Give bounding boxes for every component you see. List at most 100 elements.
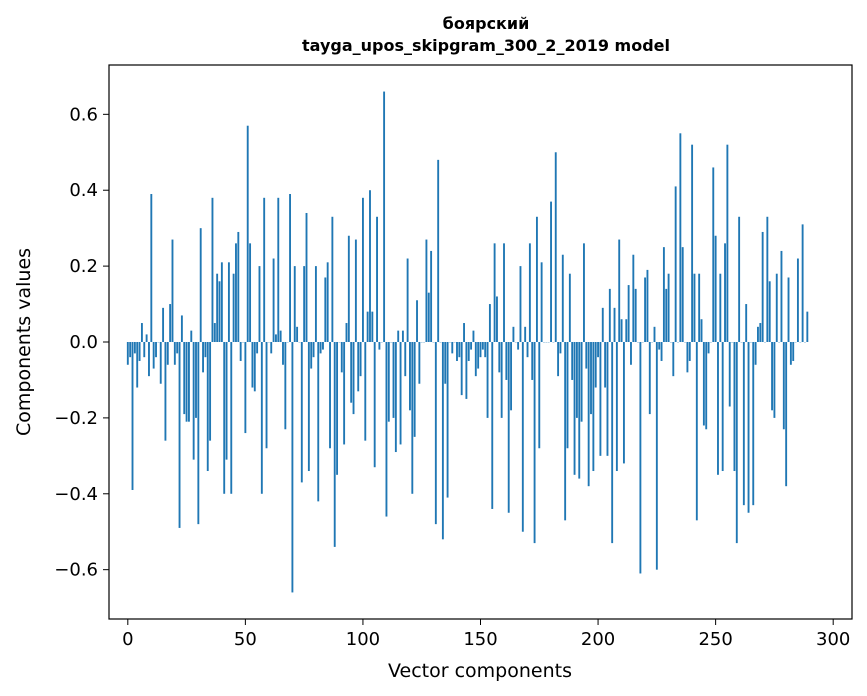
bar (211, 197, 214, 342)
bar (319, 342, 322, 354)
bar (587, 342, 590, 487)
bar (418, 342, 421, 384)
bar (166, 342, 169, 365)
bar (481, 342, 484, 350)
bar (660, 342, 663, 361)
bar (681, 247, 684, 342)
bar (474, 342, 477, 377)
bar (721, 342, 724, 472)
bar (526, 342, 529, 358)
bar (613, 307, 616, 342)
bar (336, 342, 339, 475)
bar (394, 342, 397, 453)
bar (244, 342, 247, 434)
bar (580, 342, 583, 422)
bar (714, 235, 717, 342)
bar (303, 266, 306, 342)
bar (343, 342, 346, 445)
bar (630, 342, 632, 365)
bar (601, 307, 604, 342)
bar (401, 330, 404, 342)
bar (585, 342, 588, 369)
y-tick-label: 0.0 (69, 332, 98, 353)
bar (333, 342, 336, 547)
bar (792, 342, 795, 361)
x-tick-label: 250 (698, 629, 732, 650)
bar (467, 342, 470, 361)
bar (204, 342, 207, 358)
bar (456, 342, 458, 361)
chart-title-line-2: tayga_upos_skipgram_300_2_2019 model (302, 36, 670, 55)
bar (728, 342, 731, 407)
bar (775, 273, 778, 342)
bar (256, 342, 259, 354)
x-tick-label: 0 (122, 629, 133, 650)
bar (470, 342, 473, 350)
bar (369, 190, 371, 342)
bar (679, 133, 682, 342)
bar (782, 342, 785, 430)
bar (140, 323, 143, 342)
bar (300, 342, 303, 483)
bar (571, 342, 574, 380)
bar (126, 342, 129, 365)
bar (284, 342, 287, 430)
bar (275, 334, 277, 342)
bar (484, 342, 487, 358)
x-tick-label: 150 (463, 629, 497, 650)
bar (787, 277, 790, 342)
bar (143, 342, 146, 358)
bar (742, 342, 745, 506)
y-tick-label: −0.6 (54, 560, 98, 581)
bar (465, 342, 468, 399)
bar (618, 239, 621, 342)
bar (263, 197, 266, 342)
bar (488, 304, 491, 342)
bar (785, 342, 788, 487)
bar (554, 152, 557, 342)
bar (413, 342, 416, 437)
bar (409, 342, 411, 411)
bar (702, 342, 705, 426)
y-tick-label: 0.6 (69, 104, 98, 125)
bar (178, 342, 181, 528)
bar (180, 315, 183, 342)
bar (477, 342, 480, 369)
bar (599, 342, 602, 456)
bar (340, 342, 343, 373)
bar (314, 266, 317, 342)
bar (350, 342, 353, 403)
bar (197, 342, 200, 525)
bar (486, 342, 489, 418)
bar (138, 342, 141, 361)
bar (712, 167, 715, 342)
bar (282, 342, 284, 365)
bar (223, 342, 226, 494)
bar (220, 262, 223, 342)
bar (310, 342, 313, 369)
bar (512, 326, 515, 342)
bar (307, 342, 310, 472)
bar (397, 330, 400, 342)
bar (237, 231, 240, 342)
bar (540, 262, 543, 342)
bar (771, 342, 773, 411)
bar (559, 342, 562, 354)
bar (213, 323, 216, 342)
bar (289, 194, 291, 342)
bar (235, 243, 237, 342)
bar (505, 342, 508, 380)
bar (738, 216, 741, 342)
bar (620, 319, 623, 342)
bar (277, 197, 280, 342)
bar (648, 342, 651, 415)
bar (639, 342, 642, 574)
bar (665, 288, 668, 342)
bar (190, 330, 193, 342)
bar (747, 342, 750, 513)
bar (780, 250, 783, 342)
bar (265, 342, 268, 449)
bar (538, 342, 541, 449)
